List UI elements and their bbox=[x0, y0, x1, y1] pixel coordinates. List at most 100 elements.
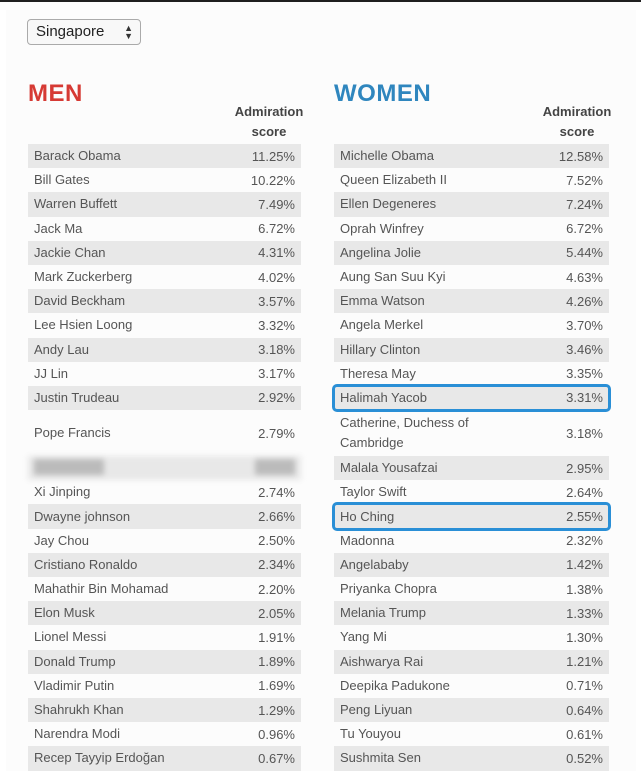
admiration-score: 6.72% bbox=[258, 221, 295, 237]
person-name: Catherine, Duchess of Cambridge bbox=[340, 415, 469, 451]
person-name: Angela Merkel bbox=[340, 317, 424, 333]
admiration-score: 1.89% bbox=[258, 654, 295, 670]
person-name: Tu Youyou bbox=[340, 726, 401, 742]
table-row: Bill Gates 10.22% bbox=[28, 168, 301, 192]
top-border bbox=[0, 0, 641, 2]
admiration-score: 6.72% bbox=[566, 221, 603, 237]
table-row: Narendra Modi 0.96% bbox=[28, 722, 301, 746]
person-name: Taylor Swift bbox=[340, 484, 407, 500]
admiration-score: 1.29% bbox=[258, 702, 295, 718]
table-row: Angelababy 1.42% bbox=[334, 552, 609, 577]
person-name: Bill Gates bbox=[34, 172, 90, 188]
redacted-name bbox=[34, 458, 104, 478]
table-row: Theresa May 3.35% bbox=[334, 362, 609, 386]
admiration-score: 2.74% bbox=[258, 484, 295, 500]
person-name: Aung San Suu Kyi bbox=[340, 269, 446, 285]
admiration-score: 3.18% bbox=[258, 342, 295, 358]
table-row: Angela Merkel 3.70% bbox=[334, 313, 609, 337]
admiration-score: 3.32% bbox=[258, 317, 295, 333]
person-name: Halimah Yacob bbox=[340, 389, 427, 405]
person-name: Priyanka Chopra bbox=[340, 581, 437, 597]
table-row: Oprah Winfrey 6.72% bbox=[334, 217, 609, 241]
admiration-score: 0.52% bbox=[566, 750, 603, 766]
select-arrows-icon: ▲ ▼ bbox=[124, 23, 133, 41]
person-name: Andy Lau bbox=[34, 341, 89, 357]
country-select[interactable]: Singapore ▲ ▼ bbox=[27, 19, 141, 45]
person-name: Peng Liyuan bbox=[340, 702, 413, 718]
person-name: Angelina Jolie bbox=[340, 244, 421, 260]
admiration-score: 2.32% bbox=[566, 533, 603, 549]
admiration-score: 7.24% bbox=[566, 196, 603, 212]
table-row: Jack Ma 6.72% bbox=[28, 217, 301, 241]
women-title: WOMEN bbox=[334, 80, 432, 107]
table-row: Elon Musk 2.05% bbox=[28, 601, 301, 626]
admiration-score: 4.31% bbox=[258, 245, 295, 261]
table-row: Hillary Clinton 3.46% bbox=[334, 337, 609, 362]
table-row: Taylor Swift 2.64% bbox=[334, 480, 609, 504]
person-name: Cristiano Ronaldo bbox=[34, 556, 138, 572]
admiration-score: 3.70% bbox=[566, 317, 603, 333]
table-row: Queen Elizabeth II 7.52% bbox=[334, 168, 609, 192]
table-row: Tu Youyou 0.61% bbox=[334, 722, 609, 746]
person-name: Barack Obama bbox=[34, 148, 121, 164]
person-name: Lionel Messi bbox=[34, 629, 107, 645]
admiration-score: 11.25% bbox=[251, 148, 295, 164]
person-name: Pope Francis bbox=[34, 425, 111, 441]
admiration-score: 0.71% bbox=[566, 678, 603, 694]
table-row: Cristiano Ronaldo 2.34% bbox=[28, 552, 301, 577]
table-row: Sushmita Sen 0.52% bbox=[334, 746, 609, 771]
admiration-score: 2.95% bbox=[566, 460, 603, 476]
admiration-score: 3.18% bbox=[566, 425, 603, 441]
person-name: Yang Mi bbox=[340, 629, 387, 645]
admiration-score: 4.63% bbox=[566, 269, 603, 285]
redacted-score bbox=[255, 458, 295, 478]
person-name: Angelababy bbox=[340, 556, 409, 572]
admiration-score: 2.34% bbox=[258, 557, 295, 573]
admiration-score: 1.91% bbox=[258, 629, 295, 645]
admiration-score: 2.79% bbox=[258, 425, 295, 441]
table-row: Lionel Messi 1.91% bbox=[28, 625, 301, 649]
admiration-score: 2.20% bbox=[258, 581, 295, 597]
admiration-score: 0.96% bbox=[258, 726, 295, 742]
person-name: Elon Musk bbox=[34, 605, 95, 621]
women-table: Michelle Obama 12.58% Queen Elizabeth II 7.… bbox=[332, 144, 611, 771]
table-row: Madonna 2.32% bbox=[334, 529, 609, 553]
table-row: Aishwarya Rai 1.21% bbox=[334, 649, 609, 674]
redacted-row bbox=[28, 456, 301, 481]
admiration-score: 3.46% bbox=[566, 342, 603, 358]
table-row: Mark Zuckerberg 4.02% bbox=[28, 265, 301, 289]
admiration-score: 1.69% bbox=[258, 678, 295, 694]
table-row: Xi Jinping 2.74% bbox=[28, 480, 301, 504]
person-name: Aishwarya Rai bbox=[340, 653, 424, 669]
table-row: Deepika Padukone 0.71% bbox=[334, 674, 609, 698]
person-name: Jackie Chan bbox=[34, 244, 106, 260]
admiration-score: 1.42% bbox=[566, 557, 603, 573]
men-score-header: Admiration score bbox=[234, 104, 304, 139]
admiration-score: 2.55% bbox=[566, 509, 603, 525]
person-name: Narendra Modi bbox=[34, 726, 120, 742]
admiration-score: 12.58% bbox=[558, 148, 603, 164]
table-row: Justin Trudeau 2.92% bbox=[28, 385, 301, 411]
person-name: Sushmita Sen bbox=[340, 750, 421, 766]
person-name: Warren Buffett bbox=[34, 196, 118, 212]
person-name: Oprah Winfrey bbox=[340, 220, 424, 236]
table-row: Vladimir Putin 1.69% bbox=[28, 674, 301, 698]
admiration-score: 2.50% bbox=[258, 533, 295, 549]
person-name: JJ Lin bbox=[34, 365, 68, 381]
admiration-score: 0.61% bbox=[566, 726, 603, 742]
admiration-score: 0.67% bbox=[258, 750, 295, 766]
person-name: Madonna bbox=[340, 532, 395, 548]
person-name: Donald Trump bbox=[34, 653, 116, 669]
table-row: Angelina Jolie 5.44% bbox=[334, 240, 609, 265]
person-name: Melania Trump bbox=[340, 605, 426, 621]
table-row: Ellen Degeneres 7.24% bbox=[334, 192, 609, 217]
person-name: Dwayne johnson bbox=[34, 508, 131, 524]
person-name: Justin Trudeau bbox=[34, 389, 120, 405]
admiration-score: 3.17% bbox=[258, 366, 295, 382]
table-row: Mahathir Bin Mohamad 2.20% bbox=[28, 577, 301, 601]
table-row: David Beckham 3.57% bbox=[28, 289, 301, 314]
table-row: Donald Trump 1.89% bbox=[28, 649, 301, 674]
admiration-score: 5.44% bbox=[566, 245, 603, 261]
women-score-header: Admiration score bbox=[542, 104, 612, 139]
admiration-score: 3.31% bbox=[566, 390, 603, 406]
